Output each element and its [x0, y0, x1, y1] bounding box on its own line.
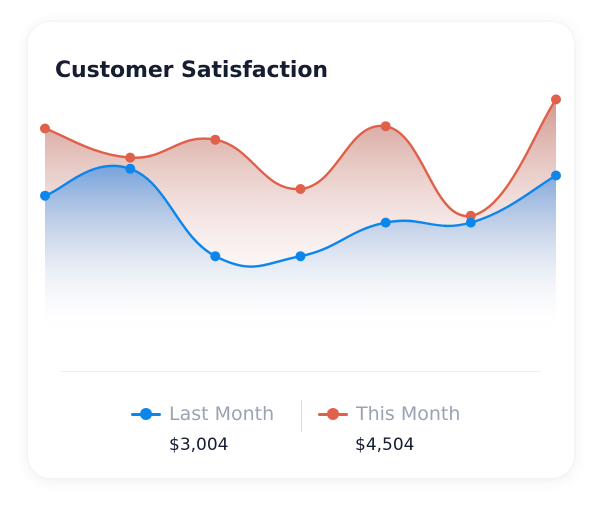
customer-satisfaction-card: Customer Satisfaction — [28, 22, 574, 478]
point-this-month-3[interactable] — [210, 134, 221, 145]
point-this-month-4[interactable] — [295, 184, 306, 194]
point-this-month-1[interactable] — [40, 123, 50, 134]
legend-value-last-month: $3,004 — [169, 435, 229, 455]
legend-label-this-month: This Month — [356, 403, 461, 425]
card-title: Customer Satisfaction — [55, 58, 328, 83]
point-last-month-2[interactable] — [125, 163, 136, 174]
legend-value-this-month: $4,504 — [355, 435, 415, 455]
legend-separator — [301, 400, 302, 432]
legend-label-last-month: Last Month — [169, 403, 275, 425]
legend-item-last-month[interactable]: Last Month $3,004 — [131, 400, 275, 455]
point-last-month-1[interactable] — [40, 190, 50, 201]
line-marker-icon — [131, 407, 161, 421]
point-last-month-4[interactable] — [295, 251, 306, 262]
legend-divider — [61, 371, 541, 372]
point-last-month-3[interactable] — [210, 251, 221, 262]
point-last-month-5[interactable] — [380, 217, 391, 228]
point-this-month-7[interactable] — [551, 94, 561, 105]
legend-item-this-month[interactable]: This Month $4,504 — [318, 400, 461, 455]
point-this-month-5[interactable] — [380, 121, 391, 132]
point-last-month-7[interactable] — [551, 170, 561, 181]
area-chart — [40, 94, 561, 335]
point-last-month-6[interactable] — [465, 217, 476, 228]
line-marker-icon — [318, 407, 348, 421]
area-last-month — [45, 165, 556, 334]
point-this-month-2[interactable] — [125, 152, 136, 163]
points-last-month — [40, 163, 561, 262]
